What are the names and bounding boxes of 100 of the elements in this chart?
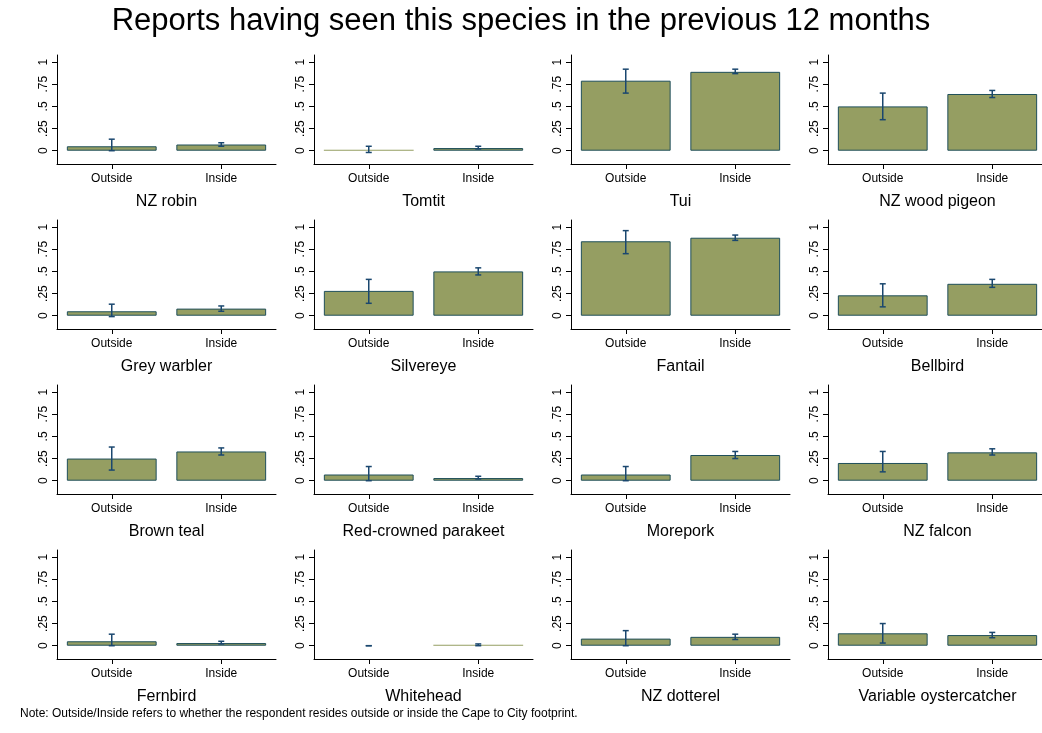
y-tick-label: .75 [36, 240, 50, 258]
y-tick-label: .5 [36, 266, 50, 277]
y-tick-label: 0 [293, 147, 307, 155]
y-tick-label: 1 [36, 388, 50, 396]
x-tick-label: Outside [91, 336, 133, 350]
y-tick-label: .5 [293, 431, 307, 442]
x-tick-label: Inside [462, 666, 495, 680]
y-tick-label: .75 [807, 570, 821, 588]
y-tick-label: 1 [550, 553, 564, 561]
x-tick-label: Outside [862, 336, 904, 350]
y-tick-label: .25 [550, 614, 564, 632]
x-axis-title: NZ falcon [903, 521, 972, 539]
x-tick-label: Inside [719, 336, 752, 350]
y-tick-label: .75 [550, 405, 564, 423]
y-tick-label: .5 [807, 596, 821, 607]
y-tick-label: .25 [293, 449, 307, 467]
y-tick-label: .5 [550, 596, 564, 607]
y-tick-label: .75 [807, 405, 821, 423]
y-tick-label: .25 [807, 284, 821, 302]
y-tick-label: .75 [36, 405, 50, 423]
y-tick-label: .25 [550, 119, 564, 137]
x-tick-label: Inside [976, 501, 1009, 515]
x-tick-label: Outside [605, 666, 647, 680]
y-tick-label: .25 [36, 449, 50, 467]
x-tick-label: Outside [348, 666, 390, 680]
y-tick-label: 1 [807, 553, 821, 561]
y-tick-label: .5 [550, 101, 564, 112]
x-tick-label: Inside [462, 336, 495, 350]
x-tick-label: Outside [605, 336, 647, 350]
y-tick-label: 1 [36, 58, 50, 66]
y-tick-label: 0 [36, 477, 50, 485]
x-tick-label: Inside [205, 666, 238, 680]
y-tick-label: 0 [293, 312, 307, 320]
y-tick-label: 1 [550, 223, 564, 231]
y-tick-label: .25 [807, 449, 821, 467]
y-tick-label: .25 [550, 449, 564, 467]
y-tick-label: .75 [36, 75, 50, 93]
y-tick-label: 1 [293, 58, 307, 66]
x-tick-label: Inside [205, 501, 238, 515]
y-tick-label: .25 [36, 284, 50, 302]
x-tick-label: Outside [862, 501, 904, 515]
y-tick-label: .75 [293, 570, 307, 588]
y-tick-label: 0 [550, 642, 564, 650]
x-tick-label: Outside [348, 171, 390, 185]
y-tick-label: .25 [293, 119, 307, 137]
x-axis-title: Red-crowned parakeet [342, 521, 505, 539]
y-tick-label: 1 [550, 58, 564, 66]
y-tick-label: 0 [807, 477, 821, 485]
x-axis-title: Tomtit [402, 191, 446, 209]
y-tick-label: .5 [550, 266, 564, 277]
y-tick-label: 1 [293, 223, 307, 231]
x-tick-label: Inside [719, 171, 752, 185]
x-axis-title: Silvereye [390, 356, 457, 374]
x-axis-title: Variable oystercatcher [858, 686, 1018, 704]
y-tick-label: .75 [550, 240, 564, 258]
x-tick-label: Outside [91, 666, 133, 680]
y-tick-label: 1 [36, 223, 50, 231]
y-tick-label: .25 [293, 614, 307, 632]
y-tick-label: 0 [550, 477, 564, 485]
y-tick-label: 1 [36, 553, 50, 561]
y-tick-label: .25 [550, 284, 564, 302]
x-tick-label: Outside [348, 501, 390, 515]
y-tick-label: .5 [293, 266, 307, 277]
y-tick-label: .25 [36, 119, 50, 137]
x-axis-title: Tui [669, 191, 692, 209]
y-tick-label: .75 [550, 570, 564, 588]
y-tick-label: .25 [293, 284, 307, 302]
y-tick-label: .75 [36, 570, 50, 588]
x-axis-title: Whitehead [385, 686, 462, 704]
y-tick-label: .5 [293, 101, 307, 112]
y-tick-label: 1 [293, 553, 307, 561]
y-tick-label: .5 [807, 431, 821, 442]
y-tick-label: .5 [807, 266, 821, 277]
y-tick-label: 0 [807, 147, 821, 155]
x-axis-title: NZ robin [135, 191, 198, 209]
y-tick-label: 1 [293, 388, 307, 396]
x-tick-label: Outside [862, 171, 904, 185]
text: Note: Outside/Inside refers to whether the respondent resides outside or inside the Cape to City footprint. [20, 706, 578, 720]
y-tick-label: 1 [807, 223, 821, 231]
y-tick-label: .25 [807, 119, 821, 137]
x-axis-title: Fernbird [136, 686, 197, 704]
x-tick-label: Outside [91, 501, 133, 515]
y-tick-label: .75 [807, 75, 821, 93]
x-tick-label: Outside [605, 171, 647, 185]
y-tick-label: 0 [550, 147, 564, 155]
x-tick-label: Inside [719, 666, 752, 680]
y-tick-label: .5 [293, 596, 307, 607]
y-tick-label: .5 [550, 431, 564, 442]
text: Reports having seen this species in the previous 12 months [110, 2, 932, 38]
x-tick-label: Inside [462, 501, 495, 515]
x-tick-label: Inside [719, 501, 752, 515]
x-axis-title: Fantail [656, 356, 705, 374]
y-tick-label: 0 [36, 642, 50, 650]
x-tick-label: Inside [462, 171, 495, 185]
y-tick-label: 1 [550, 388, 564, 396]
y-tick-label: .5 [36, 431, 50, 442]
y-tick-label: .25 [807, 614, 821, 632]
y-tick-label: 1 [807, 58, 821, 66]
x-axis-title: Bellbird [910, 356, 965, 374]
y-tick-label: 0 [550, 312, 564, 320]
